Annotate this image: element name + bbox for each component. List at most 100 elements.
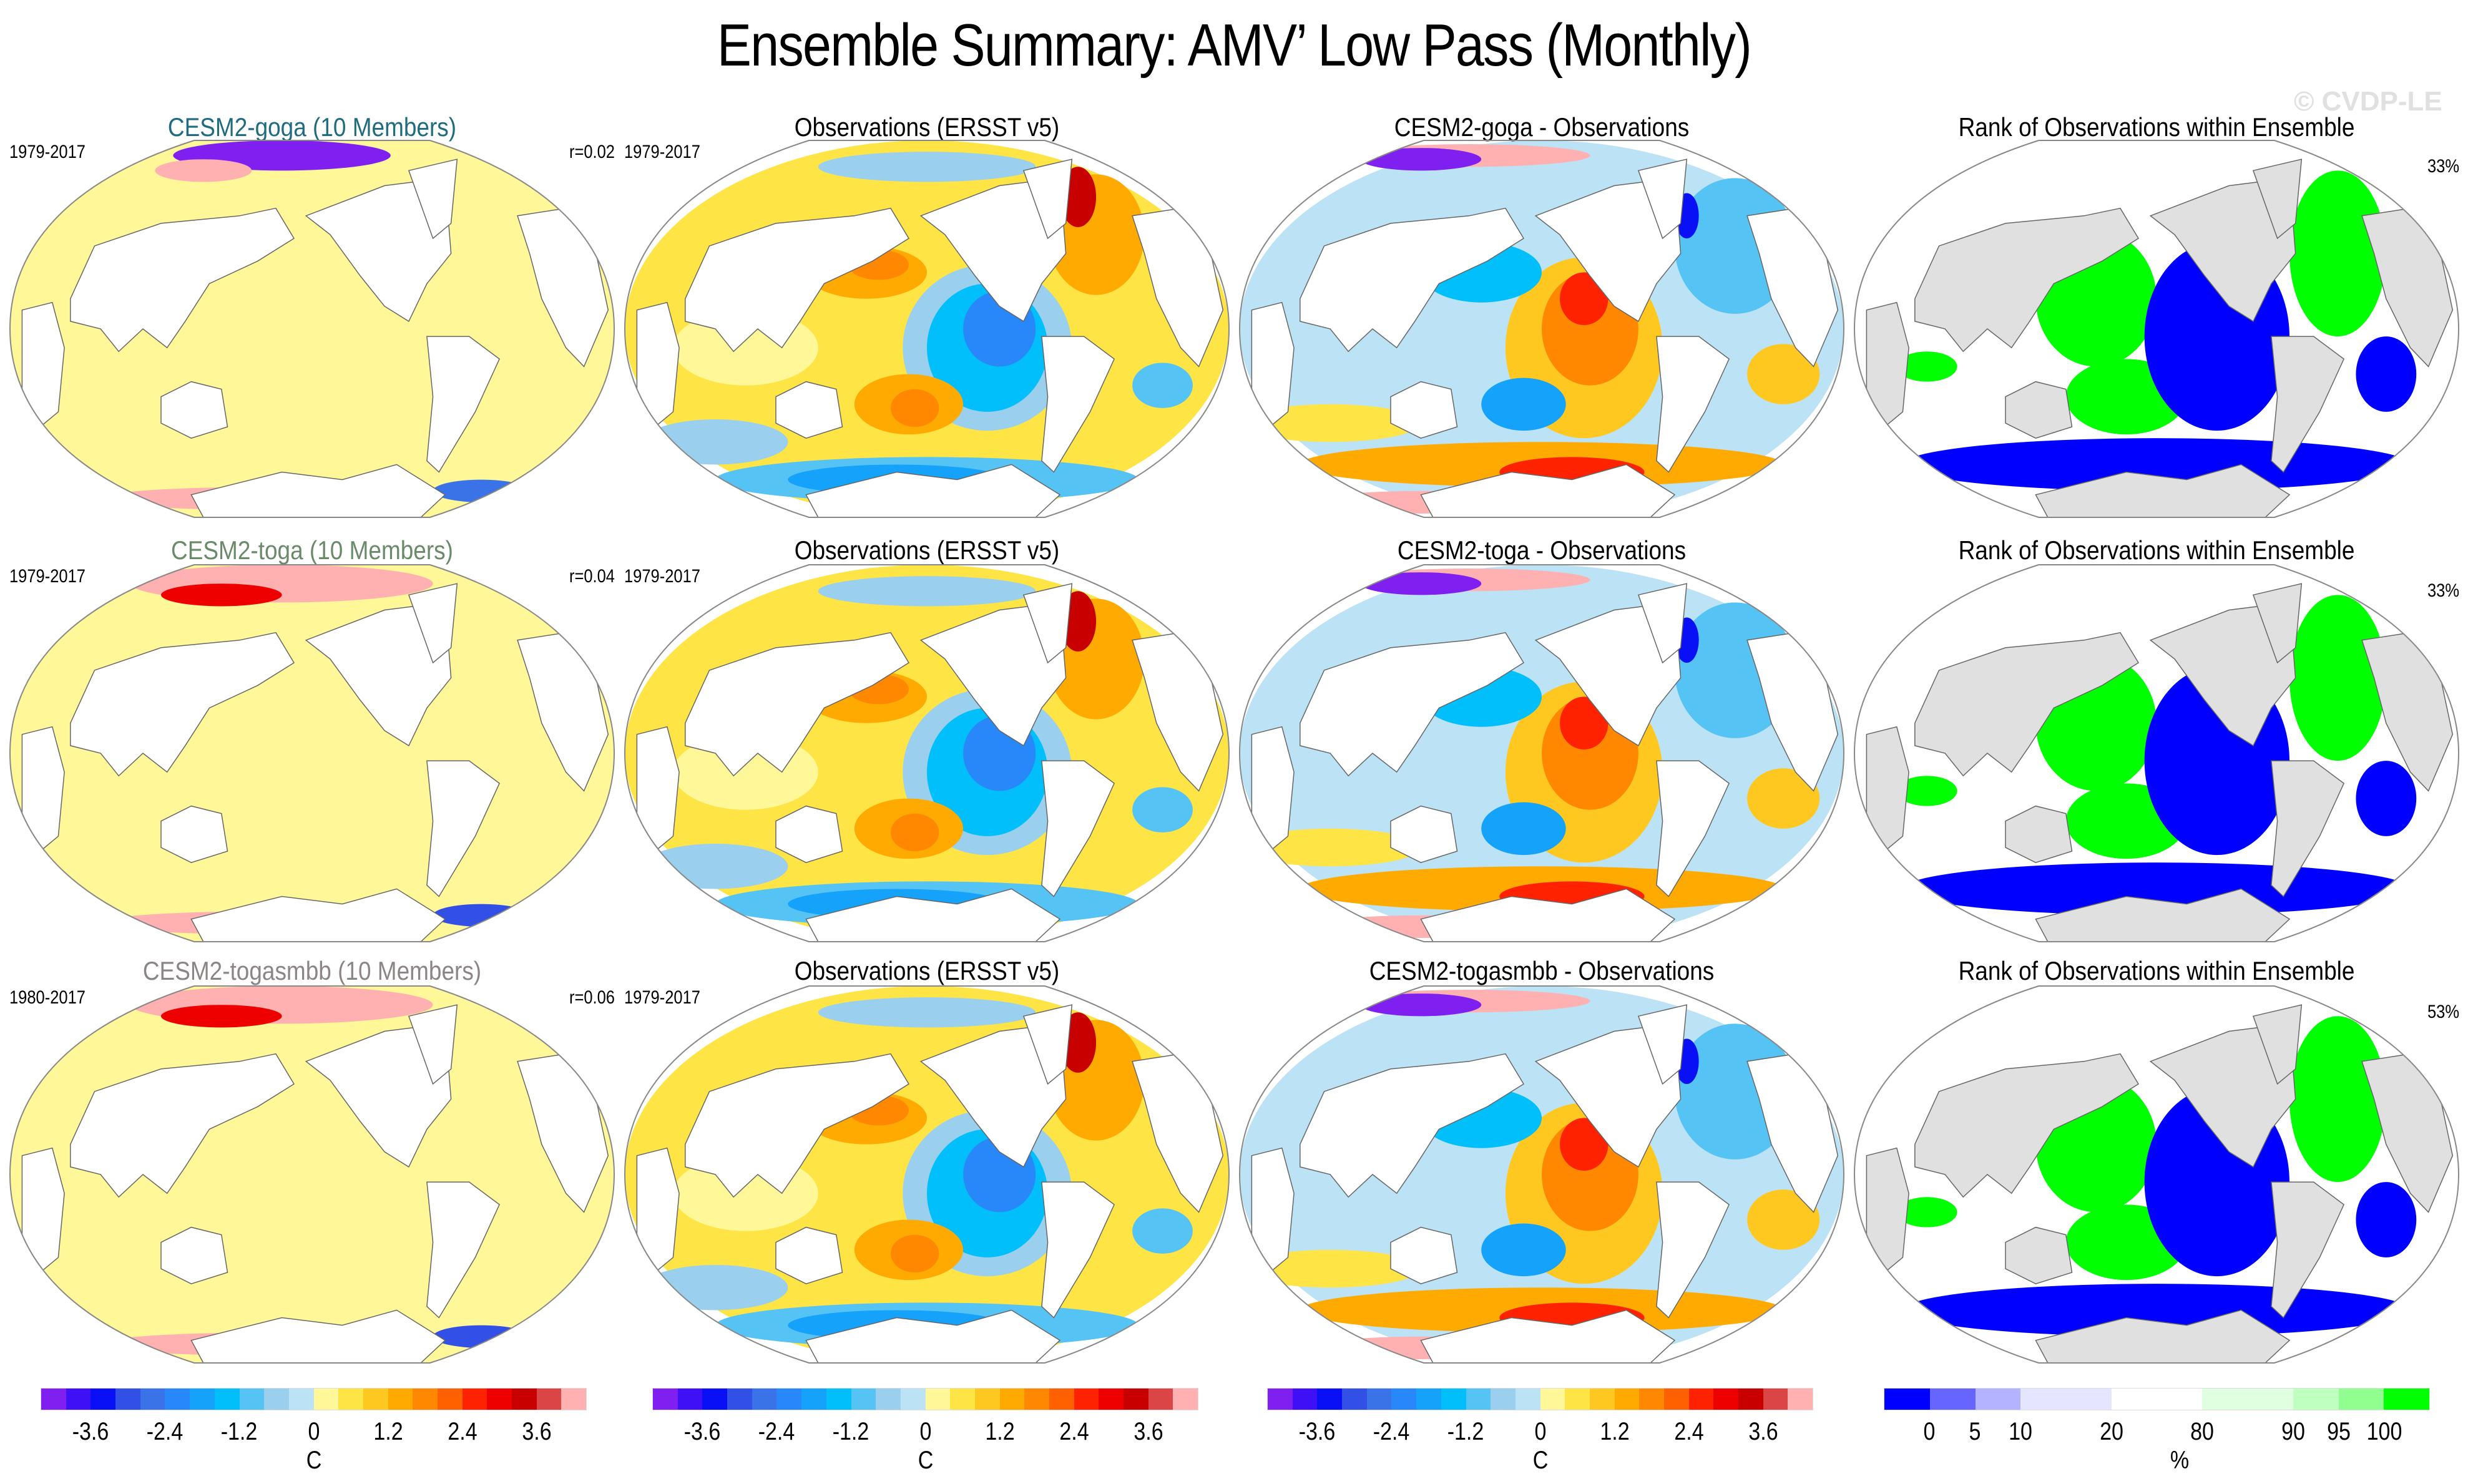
colorbar-box bbox=[1342, 1389, 1367, 1410]
land-mass bbox=[1637, 583, 1688, 664]
land-mass bbox=[2035, 464, 2291, 517]
colorbar-box bbox=[653, 1389, 678, 1410]
colorbar-tick-label: 0 bbox=[919, 1418, 931, 1445]
panel-title-difference: CESM2-goga - Observations bbox=[1394, 112, 1690, 142]
land-mass bbox=[426, 1181, 501, 1319]
land-mass bbox=[1914, 207, 2140, 353]
rank-colorbar bbox=[1884, 1388, 2430, 1410]
rank-percent: 53% bbox=[2427, 1002, 2459, 1022]
land-mass bbox=[160, 805, 228, 864]
colorbar-box bbox=[1515, 1389, 1540, 1410]
colorbar-box bbox=[363, 1389, 388, 1410]
colorbar-tick-label: 95 bbox=[2327, 1418, 2351, 1445]
colorbar-box bbox=[1317, 1389, 1343, 1410]
colorbar-box bbox=[851, 1389, 876, 1410]
map-border bbox=[1853, 140, 2460, 518]
land-mass bbox=[1300, 207, 1525, 353]
anomaly-region bbox=[1747, 1189, 1820, 1250]
panel-title-observations: Observations (ERSST v5) bbox=[794, 535, 1060, 565]
map-border bbox=[9, 985, 615, 1364]
land-mass bbox=[1914, 1053, 2140, 1198]
land-mass bbox=[1022, 159, 1073, 240]
colorbar-box bbox=[1416, 1389, 1441, 1410]
land-mass bbox=[1637, 159, 1688, 240]
main-title: Ensemble Summary: AMV’ Low Pass (Monthly… bbox=[717, 12, 1752, 79]
colorbar-box bbox=[462, 1389, 487, 1410]
colorbar-tick-label: -1.2 bbox=[1447, 1418, 1484, 1445]
anomaly-region bbox=[1132, 787, 1193, 832]
land-mass bbox=[1041, 1181, 1115, 1319]
colorbar-box bbox=[1565, 1389, 1590, 1410]
land-mass bbox=[426, 336, 501, 473]
anomaly-region bbox=[161, 583, 282, 607]
anomaly-region bbox=[1674, 178, 1796, 314]
anomaly-region bbox=[1896, 351, 1957, 382]
colorbar-box bbox=[66, 1389, 91, 1410]
colorbar-tick-label: -3.6 bbox=[683, 1418, 720, 1445]
colorbar-tick-label: 3.6 bbox=[522, 1418, 552, 1445]
colorbar-box bbox=[1074, 1389, 1099, 1410]
land-mass bbox=[408, 583, 458, 664]
land-mass bbox=[1656, 1181, 1730, 1319]
anomaly-region bbox=[1132, 363, 1193, 408]
anomaly-region bbox=[1360, 993, 1482, 1017]
difference-map-row3 bbox=[1238, 985, 1845, 1364]
colorbar-tick-label: 2.4 bbox=[1674, 1418, 1704, 1445]
sst-colorbar bbox=[652, 1388, 1198, 1410]
colorbar-box bbox=[801, 1389, 826, 1410]
anomaly-region bbox=[643, 419, 788, 465]
colorbar-box bbox=[1540, 1389, 1565, 1410]
land-mass bbox=[775, 1226, 843, 1285]
anomaly-region bbox=[2289, 595, 2386, 761]
land-mass bbox=[1656, 336, 1730, 473]
pattern-correlation: r=0.04 bbox=[569, 566, 615, 587]
panel-title-model: CESM2-toga (10 Members) bbox=[171, 535, 453, 565]
land-mass bbox=[1420, 1309, 1676, 1363]
sst-colorbar bbox=[41, 1388, 587, 1410]
panel-title-model: CESM2-goga (10 Members) bbox=[167, 112, 457, 142]
model-map-row3 bbox=[9, 985, 615, 1364]
colorbar-box bbox=[727, 1389, 752, 1410]
colorbar-units: C bbox=[306, 1447, 321, 1474]
colorbar-box bbox=[2293, 1389, 2339, 1410]
period-label: 1979-2017 bbox=[624, 566, 700, 587]
map-border bbox=[1238, 985, 1845, 1364]
colorbar-box bbox=[264, 1389, 289, 1410]
land-mass bbox=[2005, 381, 2073, 439]
colorbar-tick-label: 0 bbox=[1923, 1418, 1936, 1445]
colorbar-box bbox=[338, 1389, 363, 1410]
colorbar-box bbox=[677, 1389, 703, 1410]
colorbar-tick-label: 20 bbox=[2099, 1418, 2123, 1445]
land-mass bbox=[775, 805, 843, 864]
watermark: © CVDP-LE bbox=[2294, 86, 2442, 117]
colorbar-tick-label: 3.6 bbox=[1748, 1418, 1779, 1445]
anomaly-region bbox=[2356, 1182, 2417, 1257]
colorbar-box bbox=[413, 1389, 438, 1410]
colorbar-box bbox=[165, 1389, 190, 1410]
land-mass bbox=[1637, 1004, 1688, 1085]
colorbar-box bbox=[1639, 1389, 1664, 1410]
colorbar-box bbox=[1688, 1389, 1714, 1410]
anomaly-region bbox=[1481, 378, 1566, 431]
colorbar-tick-label: 1.2 bbox=[373, 1418, 403, 1445]
land-mass bbox=[1656, 760, 1730, 897]
map-border bbox=[624, 985, 1230, 1364]
colorbar-box bbox=[1024, 1389, 1049, 1410]
colorbar-box bbox=[925, 1389, 951, 1410]
colorbar-tick-label: 1.2 bbox=[1600, 1418, 1630, 1445]
panel-title-observations: Observations (ERSST v5) bbox=[794, 956, 1060, 985]
land-mass bbox=[685, 1053, 910, 1198]
land-mass bbox=[1420, 464, 1676, 517]
observations-map-row3 bbox=[624, 985, 1230, 1364]
anomaly-region bbox=[1132, 1208, 1193, 1254]
colorbar-units: % bbox=[2170, 1447, 2190, 1474]
colorbar-box bbox=[776, 1389, 802, 1410]
colorbar-box bbox=[1466, 1389, 1491, 1410]
colorbar-tick-label: -1.2 bbox=[220, 1418, 258, 1445]
ocean-background bbox=[10, 565, 614, 942]
land-mass bbox=[1390, 805, 1458, 864]
anomaly-region bbox=[433, 904, 530, 927]
panel-title-rank: Rank of Observations within Ensemble bbox=[1958, 112, 2355, 142]
land-mass bbox=[1420, 888, 1676, 942]
colorbar-tick-label: 2.4 bbox=[1059, 1418, 1089, 1445]
